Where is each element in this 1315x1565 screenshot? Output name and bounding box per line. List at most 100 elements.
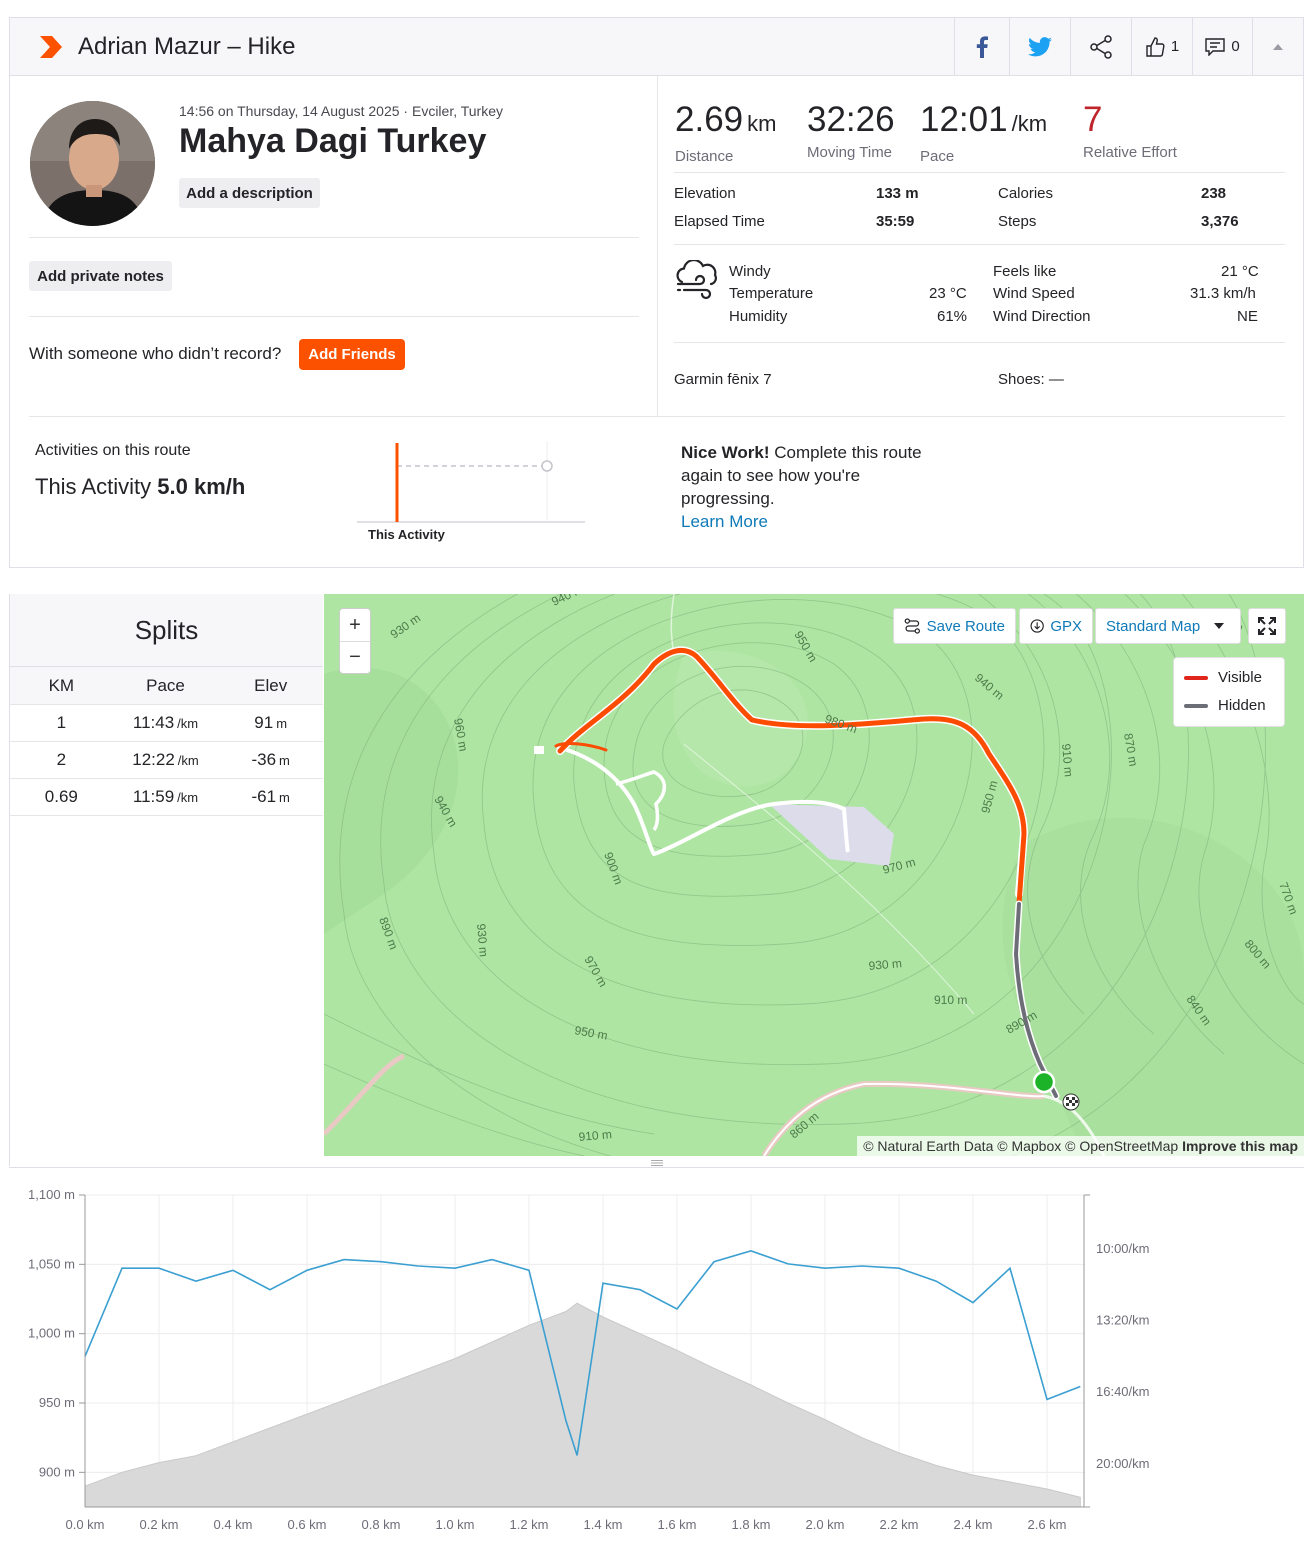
add-friends-button[interactable]: Add Friends [299,339,405,370]
route-comparison-chart [357,441,585,523]
learn-more-link[interactable]: Learn More [681,512,768,531]
x-tick-label: 2.2 km [879,1517,918,1532]
elevation-pace-chart[interactable]: 0.0 km 0.2 km 0.4 km 0.6 km 0.8 km 1.0 km 1.2 … [9,1167,1304,1565]
x-tick-label: 0.6 km [287,1517,326,1532]
y-tick-label: 950 m [39,1395,75,1410]
split-pace: 11:43 [132,713,175,732]
thumbs-up-icon [1146,36,1165,57]
gpx-button[interactable]: GPX [1019,608,1093,644]
athlete-photo-icon [30,101,155,226]
elevation-label: Elevation [674,185,736,202]
x-tick-label: 1.6 km [657,1517,696,1532]
route-heading: Activities on this route [35,442,191,459]
twitter-share-button[interactable] [1009,18,1070,75]
device-name: Garmin fēnix 7 [674,371,772,388]
elevation-value: 133 m [876,185,919,202]
moving-time-label: Moving Time [807,144,893,161]
x-tick-label: 2.6 km [1027,1517,1066,1532]
divider [674,342,1285,343]
split-km: 0.69 [44,787,78,806]
pace-value: 12:01 [920,100,1008,139]
column-divider [657,76,658,416]
y2-tick-label: 10:00/km [1096,1241,1149,1256]
friends-question: With someone who didn’t record? [29,344,282,363]
divider [29,316,639,317]
gpx-label: GPX [1050,617,1082,635]
save-route-button[interactable]: Save Route [893,608,1016,644]
expand-icon [1258,617,1276,635]
elevation-area-series [84,1302,1081,1508]
table-row: 1 11:43/km 91 m [10,705,323,742]
kudos-button[interactable]: 1 [1131,18,1192,75]
map-type-select[interactable]: Standard Map [1095,608,1241,644]
divider [29,416,1285,417]
legend-hidden-label: Hidden [1218,697,1266,714]
split-km: 1 [56,713,67,732]
share-button[interactable] [1070,18,1131,75]
activity-header-title: Adrian Mazur – Hike [78,33,296,60]
moving-time-value: 32:26 [807,100,895,139]
x-tick-label: 1.4 km [583,1517,622,1532]
split-elev: 91 [254,713,274,732]
stat-moving-time: 32:26 Moving Time [807,98,895,161]
temperature-value: 23 °C [929,285,967,302]
distance-unit: km [747,111,777,136]
strava-logo-icon [40,36,62,58]
split-elev: -61 [251,787,277,806]
add-description-button[interactable]: Add a description [179,178,320,208]
legend-visible-swatch [1184,675,1208,680]
split-elev-unit: m [276,716,288,731]
fullscreen-button[interactable] [1248,608,1286,644]
activity-header-bar: Adrian Mazur – Hike 1 0 [10,18,1303,76]
caret-up-icon [1273,43,1283,50]
legend-visible-label: Visible [1218,669,1262,686]
resize-handle-icon[interactable] [650,1159,664,1167]
share-icon [1090,34,1112,59]
zoom-in-button[interactable]: + [349,613,361,636]
comments-count: 0 [1231,38,1240,55]
split-elev-unit: m [279,790,290,805]
x-tick-label: 2.0 km [805,1517,844,1532]
improve-map-link[interactable]: Improve this map [1182,1138,1298,1154]
zoom-out-button[interactable]: − [340,641,370,673]
facebook-share-button[interactable] [954,18,1009,75]
windy-cloud-icon [676,260,717,300]
map-type-label: Standard Map [1106,617,1201,635]
weather-condition: Windy [729,263,771,280]
elevation-chart-svg[interactable]: 0.0 km 0.2 km 0.4 km 0.6 km 0.8 km 1.0 km 1.2 … [9,1168,1304,1565]
pace-label: Pace [920,148,955,165]
divider [674,172,1285,173]
x-tick-label: 0.0 km [65,1517,104,1532]
route-chart-label: This Activity [368,527,445,542]
twitter-icon [1028,36,1052,56]
map-legend: Visible Hidden [1173,657,1285,727]
split-pace: 12:22 [132,750,175,769]
collapse-button[interactable] [1252,18,1303,75]
y2-tick-label: 16:40/km [1096,1384,1149,1399]
route-map[interactable]: 940 m 930 m 950 m 940 m 960 m 980 m 870 m 910 m… [324,594,1304,1156]
split-pace-unit: /km [177,716,199,731]
activity-card: Adrian Mazur – Hike 1 0 [9,17,1304,568]
route-this-activity-speed: 5.0 km/h [157,474,246,499]
map-canvas[interactable] [324,594,1304,1156]
add-private-notes-button[interactable]: Add private notes [29,261,172,291]
activity-name[interactable]: Mahya Dagi Turkey [179,122,487,160]
split-elev-unit: m [279,753,290,768]
stat-relative-effort[interactable]: 7 Relative Effort [1083,98,1177,161]
kudos-count: 1 [1170,38,1180,55]
shoes-info: Shoes: — [998,371,1064,388]
x-tick-label: 0.2 km [139,1517,178,1532]
steps-label: Steps [998,213,1037,230]
splits-col-km: KM [48,675,75,695]
pace-line-series [84,1250,1081,1456]
route-icon [904,618,920,634]
splits-col-elev: Elev [254,675,288,695]
comments-button[interactable]: 0 [1192,18,1252,75]
relative-effort-label: Relative Effort [1083,144,1177,161]
splits-panel: Splits KM Pace Elev 1 11:43/km 91 m 2 12:… [9,594,323,1166]
athlete-avatar[interactable] [30,101,155,226]
relative-effort-value: 7 [1083,100,1103,139]
y2-tick-label: 13:20/km [1096,1313,1149,1328]
x-tick-label: 1.8 km [731,1517,770,1532]
y-tick-label: 1,000 m [28,1326,75,1341]
